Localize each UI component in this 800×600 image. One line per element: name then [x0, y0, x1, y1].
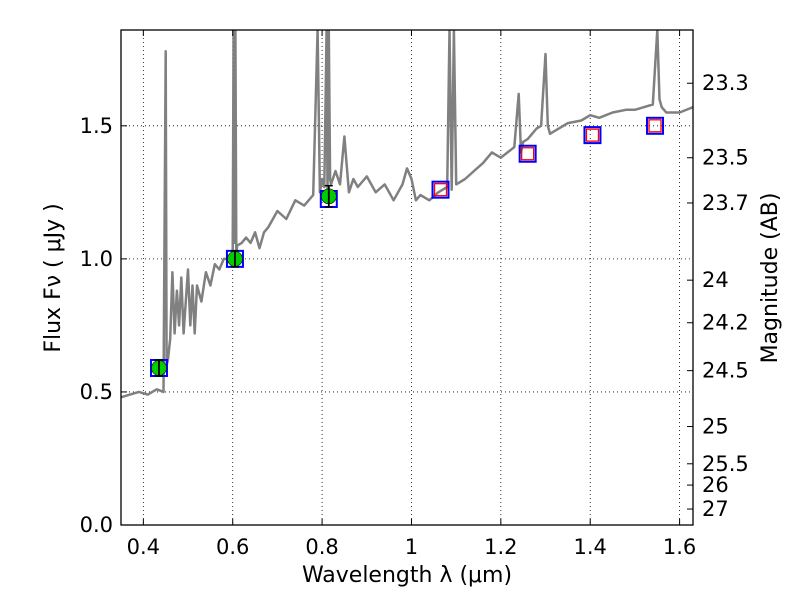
mag-tick-label: 24.5 [702, 359, 749, 383]
y-tick-label: 1.0 [80, 247, 113, 271]
x-tick-label: 1.4 [574, 535, 607, 559]
x-tick-label: 1.2 [484, 535, 517, 559]
y-tick-label: 0.0 [80, 513, 113, 537]
x-axis-label: Wavelength λ (μm) [302, 563, 512, 588]
x-tick-label: 0.6 [216, 535, 249, 559]
y-tick-label: 1.5 [80, 114, 113, 138]
spectrum-line [121, 30, 693, 397]
mag-tick-label: 26 [702, 473, 729, 497]
predicted-box [586, 129, 598, 141]
plot-data [121, 30, 693, 397]
mag-tick-label: 27 [702, 497, 729, 521]
predicted-box [649, 120, 661, 132]
mag-tick-label: 23.7 [702, 191, 749, 215]
mag-tick-label: 25 [702, 415, 729, 439]
sed-chart: 0.4 0.6 0.8 1 1.2 1.4 1.6 0.0 0.5 1.0 1.5 23.3 23.5 2… [0, 0, 800, 600]
predicted-box [522, 148, 534, 160]
y-tick-label: 0.5 [80, 380, 113, 404]
mag-tick-label: 23.3 [702, 71, 749, 95]
mag-tick-label: 24 [702, 268, 729, 292]
mag-tick-label: 24.2 [702, 311, 749, 335]
y2-axis-label: Magnitude (AB) [758, 193, 783, 364]
y-axis-label: Flux Fν ( μJy ) [41, 203, 66, 352]
x-tick-label: 1 [405, 535, 418, 559]
x-tick-label: 0.8 [305, 535, 338, 559]
x-tick-label: 0.4 [127, 535, 160, 559]
x-tick-label: 1.6 [663, 535, 696, 559]
mag-tick-label: 23.5 [702, 146, 749, 170]
